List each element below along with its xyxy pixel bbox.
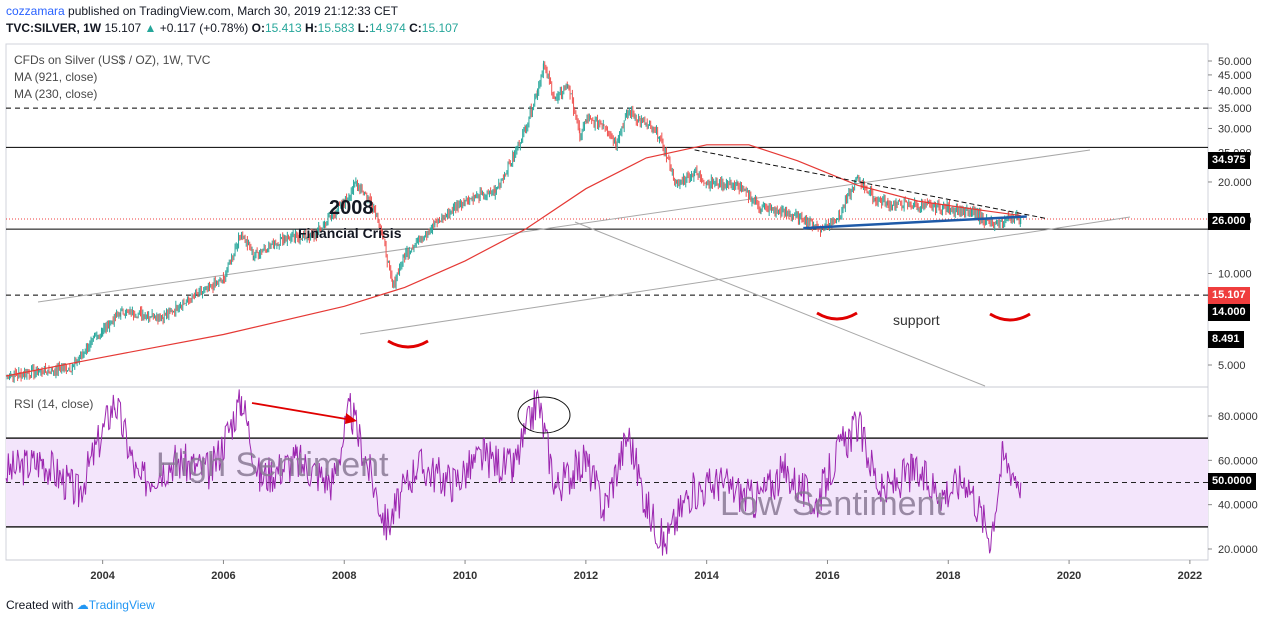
descending-line [574, 221, 986, 387]
last-price-value: 15.107 [104, 21, 142, 35]
price-tick-label: 40.000 [1218, 85, 1252, 97]
change-value: +0.117 (+0.78%) [159, 21, 249, 35]
author-link[interactable]: cozzamara [6, 4, 65, 18]
low-label: L: [357, 21, 370, 35]
tradingview-link[interactable]: TradingView [88, 598, 155, 612]
ma230-legend: MA (230, close) [14, 87, 98, 101]
support-arc-2018 [989, 312, 1031, 322]
lower-channel-line [359, 216, 1131, 335]
upper-channel-line [37, 149, 1091, 303]
level-tag-34975: 34.975 [1208, 152, 1250, 169]
rsi-line [5, 388, 1022, 556]
low-value: 14.974 [369, 21, 406, 35]
time-tick-label: 2006 [211, 570, 235, 582]
symbol-label: TVC:SILVER, 1W [6, 21, 102, 35]
divergence-arrowhead [345, 413, 357, 424]
rsi-tick-label: 60.0000 [1218, 455, 1258, 467]
published-text: published on TradingView.com, March 30, … [68, 4, 399, 18]
support-arc-2015 [816, 311, 858, 321]
publish-header: cozzamara published on TradingView.com, … [6, 4, 398, 18]
last-price-tag: 15.107 [1208, 287, 1250, 304]
price-tick-label: 5.000 [1218, 360, 1246, 372]
support-arc-2008 [387, 339, 429, 349]
ma921-legend: MA (921, close) [14, 70, 98, 84]
time-tick-label: 2012 [574, 570, 598, 582]
time-tick-label: 2022 [1178, 570, 1202, 582]
price-tick-label: 35.000 [1218, 103, 1252, 115]
ma-921-line [5, 144, 1021, 377]
rising-support-line [803, 215, 1027, 230]
time-tick-label: 2020 [1057, 570, 1081, 582]
up-arrow-icon: ▲ [144, 21, 157, 35]
level-tag-26000: 26.000 [1208, 213, 1250, 230]
descending-resistance-line [694, 149, 1046, 219]
price-tick-label: 45.000 [1218, 70, 1252, 82]
price-tick-label: 10.000 [1218, 268, 1252, 280]
footer: Created with ☁TradingView [6, 598, 155, 612]
created-with-label: Created with [6, 598, 74, 612]
open-label: O: [251, 21, 265, 35]
price-tick-label: 20.000 [1218, 177, 1252, 189]
rsi-tick-label: 20.0000 [1218, 544, 1258, 556]
close-value: 15.107 [421, 21, 459, 35]
year-annotation: 2008 [329, 197, 374, 219]
level-tag-14000: 14.000 [1208, 304, 1250, 321]
price-tick-label: 30.000 [1218, 123, 1252, 135]
close-label: C: [409, 21, 422, 35]
rsi-legend: RSI (14, close) [14, 397, 94, 411]
rsi-tick-label: 40.0000 [1218, 500, 1258, 512]
support-annotation: support [893, 312, 940, 328]
rsi-tick-label: 80.0000 [1218, 411, 1258, 423]
time-tick-label: 2016 [815, 570, 839, 582]
open-value: 15.413 [264, 21, 302, 35]
time-tick-label: 2004 [90, 570, 115, 582]
symbol-header: TVC:SILVER, 1W 15.107 ▲ +0.117 (+0.78%) … [6, 21, 458, 35]
low-sentiment-label: Low Sentiment [720, 485, 945, 523]
high-sentiment-label: High Sentiment [156, 446, 389, 484]
level-tag-8491: 8.491 [1208, 331, 1244, 348]
price-tick-label: 50.000 [1218, 56, 1252, 68]
time-tick-label: 2008 [332, 570, 356, 582]
rsi-midline-tag: 50.0000 [1208, 473, 1256, 490]
tradingview-logo-icon: ☁ [76, 598, 89, 612]
time-tick-label: 2014 [694, 570, 719, 582]
time-tick-label: 2010 [453, 570, 477, 582]
high-value: 15.583 [317, 21, 355, 35]
rsi-peak-circle [517, 396, 571, 434]
crisis-annotation: Financial Crisis [298, 225, 402, 241]
time-tick-label: 2018 [936, 570, 960, 582]
high-label: H: [305, 21, 318, 35]
instrument-legend: CFDs on Silver (US$ / OZ), 1W, TVC [14, 53, 211, 67]
divergence-arrow-line [251, 402, 353, 421]
